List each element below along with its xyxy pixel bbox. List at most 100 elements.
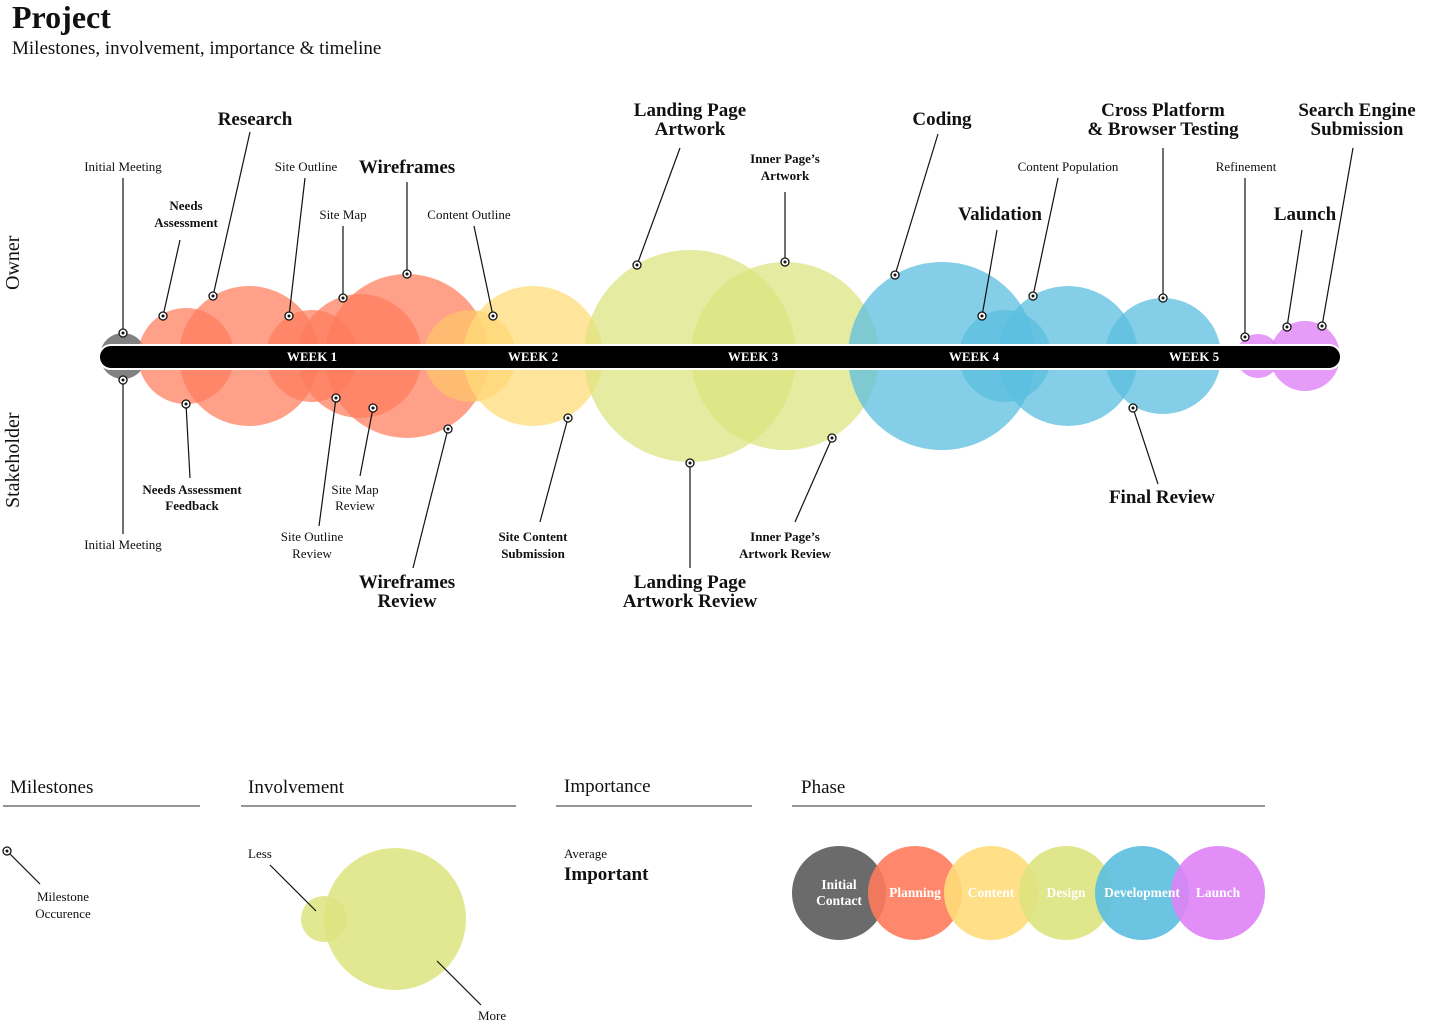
label-stakeholder-initial-meeting: Initial Meeting <box>84 537 162 552</box>
legend-milestone-marker <box>2 846 12 856</box>
phase-initial-contact <box>792 846 886 940</box>
label-needs-feedback-line1: Needs Assessment <box>142 482 242 497</box>
label-site-outline-review-line2: Review <box>292 546 332 561</box>
legend-more-label: More <box>478 1008 506 1023</box>
legend-more-bubble <box>324 848 466 990</box>
phase-content <box>944 846 1038 940</box>
legend-milestones: Milestones Milestone Occurence <box>2 777 200 921</box>
label-content-outline: Content Outline <box>427 207 511 222</box>
milestone-marker <box>118 328 128 338</box>
label-research: Research <box>218 109 293 130</box>
label-coding: Coding <box>912 109 972 130</box>
label-site-map-review-line1: Site Map <box>331 482 378 497</box>
label-validation: Validation <box>958 204 1042 225</box>
week-1-label: WEEK 1 <box>287 349 337 364</box>
leader-lines <box>122 131 1354 569</box>
milestone-marker <box>563 413 573 423</box>
label-site-content-line2: Submission <box>501 546 565 561</box>
milestone-marker <box>977 311 987 321</box>
milestone-marker <box>1128 403 1138 413</box>
milestone-marker <box>890 270 900 280</box>
legend-milestone-label-line1: Milestone <box>37 889 89 904</box>
legend-milestones-heading: Milestones <box>10 777 93 798</box>
page-title: Project <box>12 0 111 35</box>
label-search-engine-line1: Search Engine <box>1298 100 1415 121</box>
label-site-outline: Site Outline <box>275 159 338 174</box>
legend-importance: Importance Average Important <box>556 776 752 885</box>
stakeholder-side-label: Stakeholder <box>2 412 24 508</box>
milestone-marker <box>118 375 128 385</box>
phase-planning <box>868 846 962 940</box>
week-4-label: WEEK 4 <box>949 349 1000 364</box>
stakeholder-milestone-labels: Initial Meeting Needs Assessment Feedbac… <box>84 482 1215 612</box>
week-5-label: WEEK 5 <box>1169 349 1220 364</box>
label-site-map-review-line2: Review <box>335 498 375 513</box>
phase-initial-contact-label-line2: Contact <box>816 893 862 908</box>
label-wireframes: Wireframes <box>359 157 455 178</box>
milestone-marker <box>368 403 378 413</box>
milestone-marker <box>338 293 348 303</box>
timeline-bar: WEEK 1 WEEK 2 WEEK 3 WEEK 4 WEEK 5 <box>98 344 1342 370</box>
label-testing-line1: Cross Platform <box>1101 100 1225 121</box>
milestone-marker <box>1282 322 1292 332</box>
legend-phase: Phase Initial Contact Planning Content D… <box>792 777 1265 940</box>
label-inner-pages-artwork-line1: Inner Page’s <box>750 151 820 166</box>
label-inner-pages-artwork-line2: Artwork <box>761 168 810 183</box>
phase-launch-label: Launch <box>1196 885 1241 900</box>
phase-launch <box>1171 846 1265 940</box>
milestone-marker <box>1240 332 1250 342</box>
label-site-content-line1: Site Content <box>499 529 569 544</box>
label-site-outline-review-line1: Site Outline <box>281 529 344 544</box>
label-content-population: Content Population <box>1018 159 1119 174</box>
label-needs-assessment-line1: Needs <box>169 198 202 213</box>
milestone-marker <box>488 311 498 321</box>
label-landing-review-line2: Artwork Review <box>623 591 758 612</box>
milestone-marker <box>331 393 341 403</box>
label-site-map: Site Map <box>319 207 366 222</box>
label-owner-initial-meeting: Initial Meeting <box>84 159 162 174</box>
milestone-marker <box>284 311 294 321</box>
label-testing-line2: & Browser Testing <box>1087 119 1239 140</box>
owner-side-label: Owner <box>2 235 24 290</box>
milestone-marker <box>1028 291 1038 301</box>
legend-importance-heading: Importance <box>564 776 651 797</box>
label-landing-page-artwork-line2: Artwork <box>655 119 726 140</box>
milestone-marker <box>685 458 695 468</box>
milestone-marker <box>827 433 837 443</box>
milestone-marker <box>1317 321 1327 331</box>
phase-development-label: Development <box>1104 885 1180 900</box>
week-2-label: WEEK 2 <box>508 349 558 364</box>
phase-design <box>1019 846 1113 940</box>
legend-milestone-label-line2: Occurence <box>35 906 91 921</box>
milestone-marker <box>402 269 412 279</box>
phase-development <box>1095 846 1189 940</box>
phase-planning-label: Planning <box>889 885 941 900</box>
label-landing-page-artwork-line1: Landing Page <box>634 100 746 121</box>
legend-involvement: Involvement Less More <box>241 777 516 1023</box>
milestone-marker <box>443 424 453 434</box>
legend-less-label: Less <box>248 846 272 861</box>
label-refinement: Refinement <box>1216 159 1277 174</box>
label-wireframes-review-line2: Review <box>377 591 436 612</box>
milestone-marker <box>208 291 218 301</box>
milestone-marker <box>780 257 790 267</box>
legend-average-label: Average <box>564 846 607 861</box>
label-inner-review-line1: Inner Page’s <box>750 529 820 544</box>
label-wireframes-review-line1: Wireframes <box>359 572 455 593</box>
legend-involvement-heading: Involvement <box>248 777 345 798</box>
phase-design-label: Design <box>1046 885 1085 900</box>
phase-initial-contact-label-line1: Initial <box>821 877 857 892</box>
label-launch: Launch <box>1274 204 1337 225</box>
milestone-marker <box>632 260 642 270</box>
label-final-review: Final Review <box>1109 487 1215 508</box>
legend-phase-heading: Phase <box>801 777 845 798</box>
milestone-marker <box>1158 293 1168 303</box>
label-inner-review-line2: Artwork Review <box>739 546 832 561</box>
page-subtitle: Milestones, involvement, importance & ti… <box>12 38 381 59</box>
label-needs-feedback-line2: Feedback <box>165 498 219 513</box>
milestone-marker <box>158 311 168 321</box>
label-landing-review-line1: Landing Page <box>634 572 746 593</box>
milestone-marker <box>181 399 191 409</box>
week-3-label: WEEK 3 <box>728 349 779 364</box>
